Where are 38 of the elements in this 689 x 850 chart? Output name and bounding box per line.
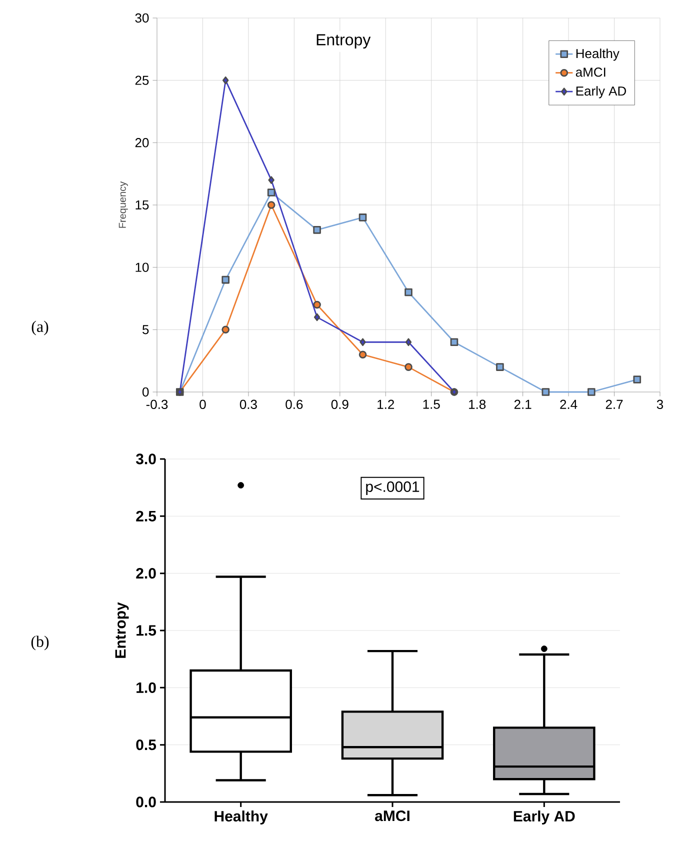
x-tick-label: 1.5 [423, 400, 440, 409]
x-tick-label: Healthy [214, 810, 268, 825]
legend-label: Healthy [576, 48, 620, 61]
x-tick-label: aMCI [375, 810, 410, 822]
x-tick-label: 2.1 [514, 400, 532, 409]
y-tick-label: 5 [142, 325, 149, 334]
text: Entropy [316, 34, 371, 49]
x-tick-label: Early AD [514, 810, 575, 825]
x-tick-label: 2.7 [606, 400, 623, 409]
annotation: p<.0001 [366, 481, 420, 495]
x-tick-label: 3 [656, 400, 664, 409]
y-tick-label: 30 [135, 13, 149, 23]
y-tick-label: 10 [136, 262, 149, 272]
y-tick-label: 0.5 [136, 740, 156, 750]
legend-label: aMCI [576, 68, 606, 77]
y-tick-label: 20 [135, 138, 149, 148]
text: (b) [31, 636, 49, 650]
legend-label: Early AD [576, 86, 626, 98]
x-tick-label: 1.8 [469, 400, 486, 409]
x-tick-label: 1.2 [378, 400, 394, 409]
x-tick-label: 2.4 [560, 400, 578, 409]
x-tick-label: 0.9 [331, 400, 348, 409]
y-tick-label: 1.0 [136, 682, 156, 693]
y-tick-label: 0 [142, 387, 149, 397]
y-tick-label: 2.5 [136, 510, 156, 522]
y-tick-label: 2.0 [136, 568, 156, 579]
x-tick-label: -0.3 [146, 400, 168, 409]
y-tick-label: 15 [136, 200, 149, 210]
y-axis-title: Frequency [118, 181, 128, 228]
x-tick-label: 0.6 [286, 400, 303, 409]
text: (a) [32, 320, 48, 336]
y-tick-label: 1.5 [136, 625, 156, 636]
x-tick-label: 0.3 [240, 400, 257, 409]
y-tick-label: 25 [135, 76, 149, 85]
y-tick-label: 3.0 [136, 454, 156, 464]
y-axis-title: Entropy [115, 602, 129, 658]
x-tick-label: 0 [200, 400, 206, 409]
y-tick-label: 0.0 [136, 796, 156, 808]
